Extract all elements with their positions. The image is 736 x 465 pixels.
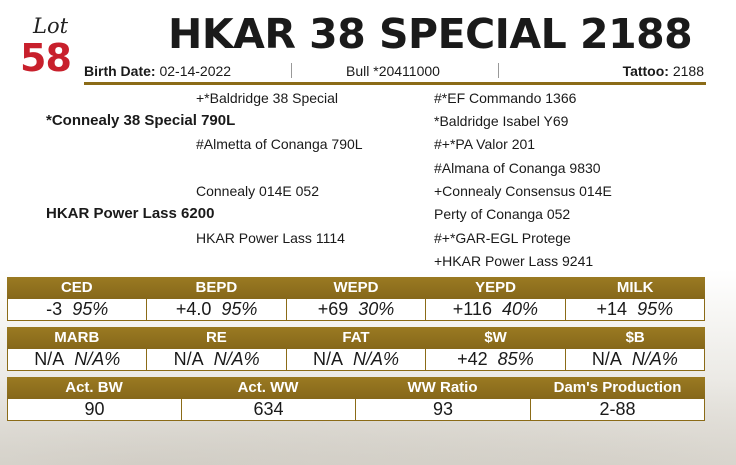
epd-cell-b-index: N/A N/A% [566, 349, 704, 370]
epd-header-yepd: YEPD [475, 279, 516, 296]
sd-dam: #Almana of Conanga 9830 [434, 160, 601, 176]
epd-header-fat: FAT [342, 329, 370, 346]
epd-header-milk: MILK [616, 279, 654, 296]
epd-value: N/A [34, 349, 65, 369]
sire-dam: #Almetta of Conanga 790L [196, 136, 363, 152]
epd-accuracy: 95% [221, 299, 258, 319]
epd-cell-milk: +14 95% [566, 299, 704, 320]
actuals-header-ww-ratio: WW Ratio [407, 379, 478, 396]
epd-cell-ced: -3 95% [8, 299, 148, 320]
tattoo-value: 2188 [672, 63, 704, 79]
actuals-header-ww: Act. WW [237, 379, 299, 396]
epd-cell-w-index: +42 85% [426, 349, 566, 370]
epd-cell-re: N/A N/A% [147, 349, 287, 370]
epd-value-row: -3 95% +4.0 95% +69 30% +116 40% +14 95% [7, 299, 705, 321]
sire-sire: +*Baldridge 38 Special [196, 90, 339, 106]
epd-accuracy: 85% [497, 349, 534, 369]
ss-sire: #*EF Commando 1366 [434, 90, 577, 106]
epd-table-growth: CED BEPD WEPD YEPD MILK -3 95% +4.0 95% +6… [7, 277, 705, 321]
epd-header-bepd: BEPD [195, 279, 238, 296]
epd-accuracy: N/A% [353, 349, 400, 369]
bull-label: Bull [346, 63, 370, 79]
epd-value: N/A [173, 349, 204, 369]
ds-sire: +Connealy Consensus 014E [434, 183, 612, 199]
dam-sire: Connealy 014E 052 [196, 183, 319, 199]
ss-dam: *Baldridge Isabel Y69 [434, 113, 569, 129]
epd-header-row: CED BEPD WEPD YEPD MILK [7, 277, 705, 299]
epd-cell-bepd: +4.0 95% [147, 299, 287, 320]
epd-accuracy: 30% [358, 299, 395, 319]
epd-value: N/A [591, 349, 622, 369]
dam: HKAR Power Lass 6200 [46, 205, 215, 222]
epd-cell-fat: N/A N/A% [287, 349, 427, 370]
bull-value: *20411000 [373, 63, 440, 79]
tattoo: Tattoo: 2188 [623, 63, 704, 79]
tattoo-label: Tattoo: [622, 63, 669, 79]
page-title: HKAR 38 SPECIAL 2188 [168, 10, 693, 58]
epd-value: +4.0 [175, 299, 212, 319]
epd-value: +69 [317, 299, 349, 319]
actuals-header-bw: Act. BW [65, 379, 123, 396]
title-underline [84, 82, 706, 85]
actuals-cell-dam-production: 2-88 [599, 399, 636, 419]
divider [291, 63, 292, 78]
epd-table-carcass: MARB RE FAT $W $B N/A N/A% N/A N/A% N/A N/A… [7, 327, 705, 371]
lot-label: Lot [33, 14, 69, 38]
epd-accuracy: N/A% [631, 349, 678, 369]
epd-header-b-index: $B [625, 329, 645, 346]
actuals-table: Act. BW Act. WW WW Ratio Dam's Productio… [7, 377, 705, 421]
epd-accuracy: 95% [72, 299, 109, 319]
actuals-cell-bw: 90 [8, 399, 182, 420]
sire: *Connealy 38 Special 790L [46, 112, 236, 129]
epd-value: +42 [457, 349, 488, 369]
dd-sire: #+*GAR-EGL Protege [434, 230, 571, 246]
epd-header-marb: MARB [54, 329, 100, 346]
dd-dam: +HKAR Power Lass 9241 [434, 253, 594, 269]
info-row: Birth Date: 02-14-2022 Bull *20411000 Ta… [84, 61, 704, 81]
epd-accuracy: 95% [637, 299, 674, 319]
epd-header-row: MARB RE FAT $W $B [7, 327, 705, 349]
actuals-header-row: Act. BW Act. WW WW Ratio Dam's Productio… [7, 377, 705, 399]
epd-accuracy: N/A% [213, 349, 260, 369]
epd-value-row: N/A N/A% N/A N/A% N/A N/A% +42 85% N/A N/A% [7, 349, 705, 371]
bull-registration: Bull *20411000 [346, 63, 440, 79]
epd-cell-marb: N/A N/A% [8, 349, 148, 370]
birth-date: Birth Date: 02-14-2022 [84, 63, 231, 79]
epd-accuracy: N/A% [74, 349, 121, 369]
birth-date-value: 02-14-2022 [159, 63, 232, 79]
epd-accuracy: 40% [502, 299, 539, 319]
actuals-cell-ww: 634 [182, 399, 356, 420]
epd-value: +116 [452, 299, 493, 319]
actuals-header-dam-production: Dam's Production [553, 379, 682, 396]
epd-value: +14 [596, 299, 628, 319]
sd-sire: #+*PA Valor 201 [434, 136, 536, 152]
actuals-cell-ww-ratio: 93 [356, 399, 531, 420]
divider [498, 63, 499, 78]
epd-cell-yepd: +116 40% [426, 299, 566, 320]
epd-header-w-index: $W [484, 329, 507, 346]
lot-number: 58 [20, 36, 72, 80]
epd-header-ced: CED [60, 279, 93, 296]
ds-dam: Perty of Conanga 052 [434, 206, 571, 222]
epd-header-wepd: WEPD [333, 279, 379, 296]
dam-dam: HKAR Power Lass 1114 [196, 230, 345, 246]
epd-value: -3 [46, 299, 63, 319]
birth-date-label: Birth Date: [84, 63, 156, 79]
epd-header-re: RE [205, 329, 227, 346]
epd-cell-wepd: +69 30% [287, 299, 427, 320]
epd-value: N/A [313, 349, 344, 369]
actuals-value-row: 90 634 93 2-88 [7, 399, 705, 421]
